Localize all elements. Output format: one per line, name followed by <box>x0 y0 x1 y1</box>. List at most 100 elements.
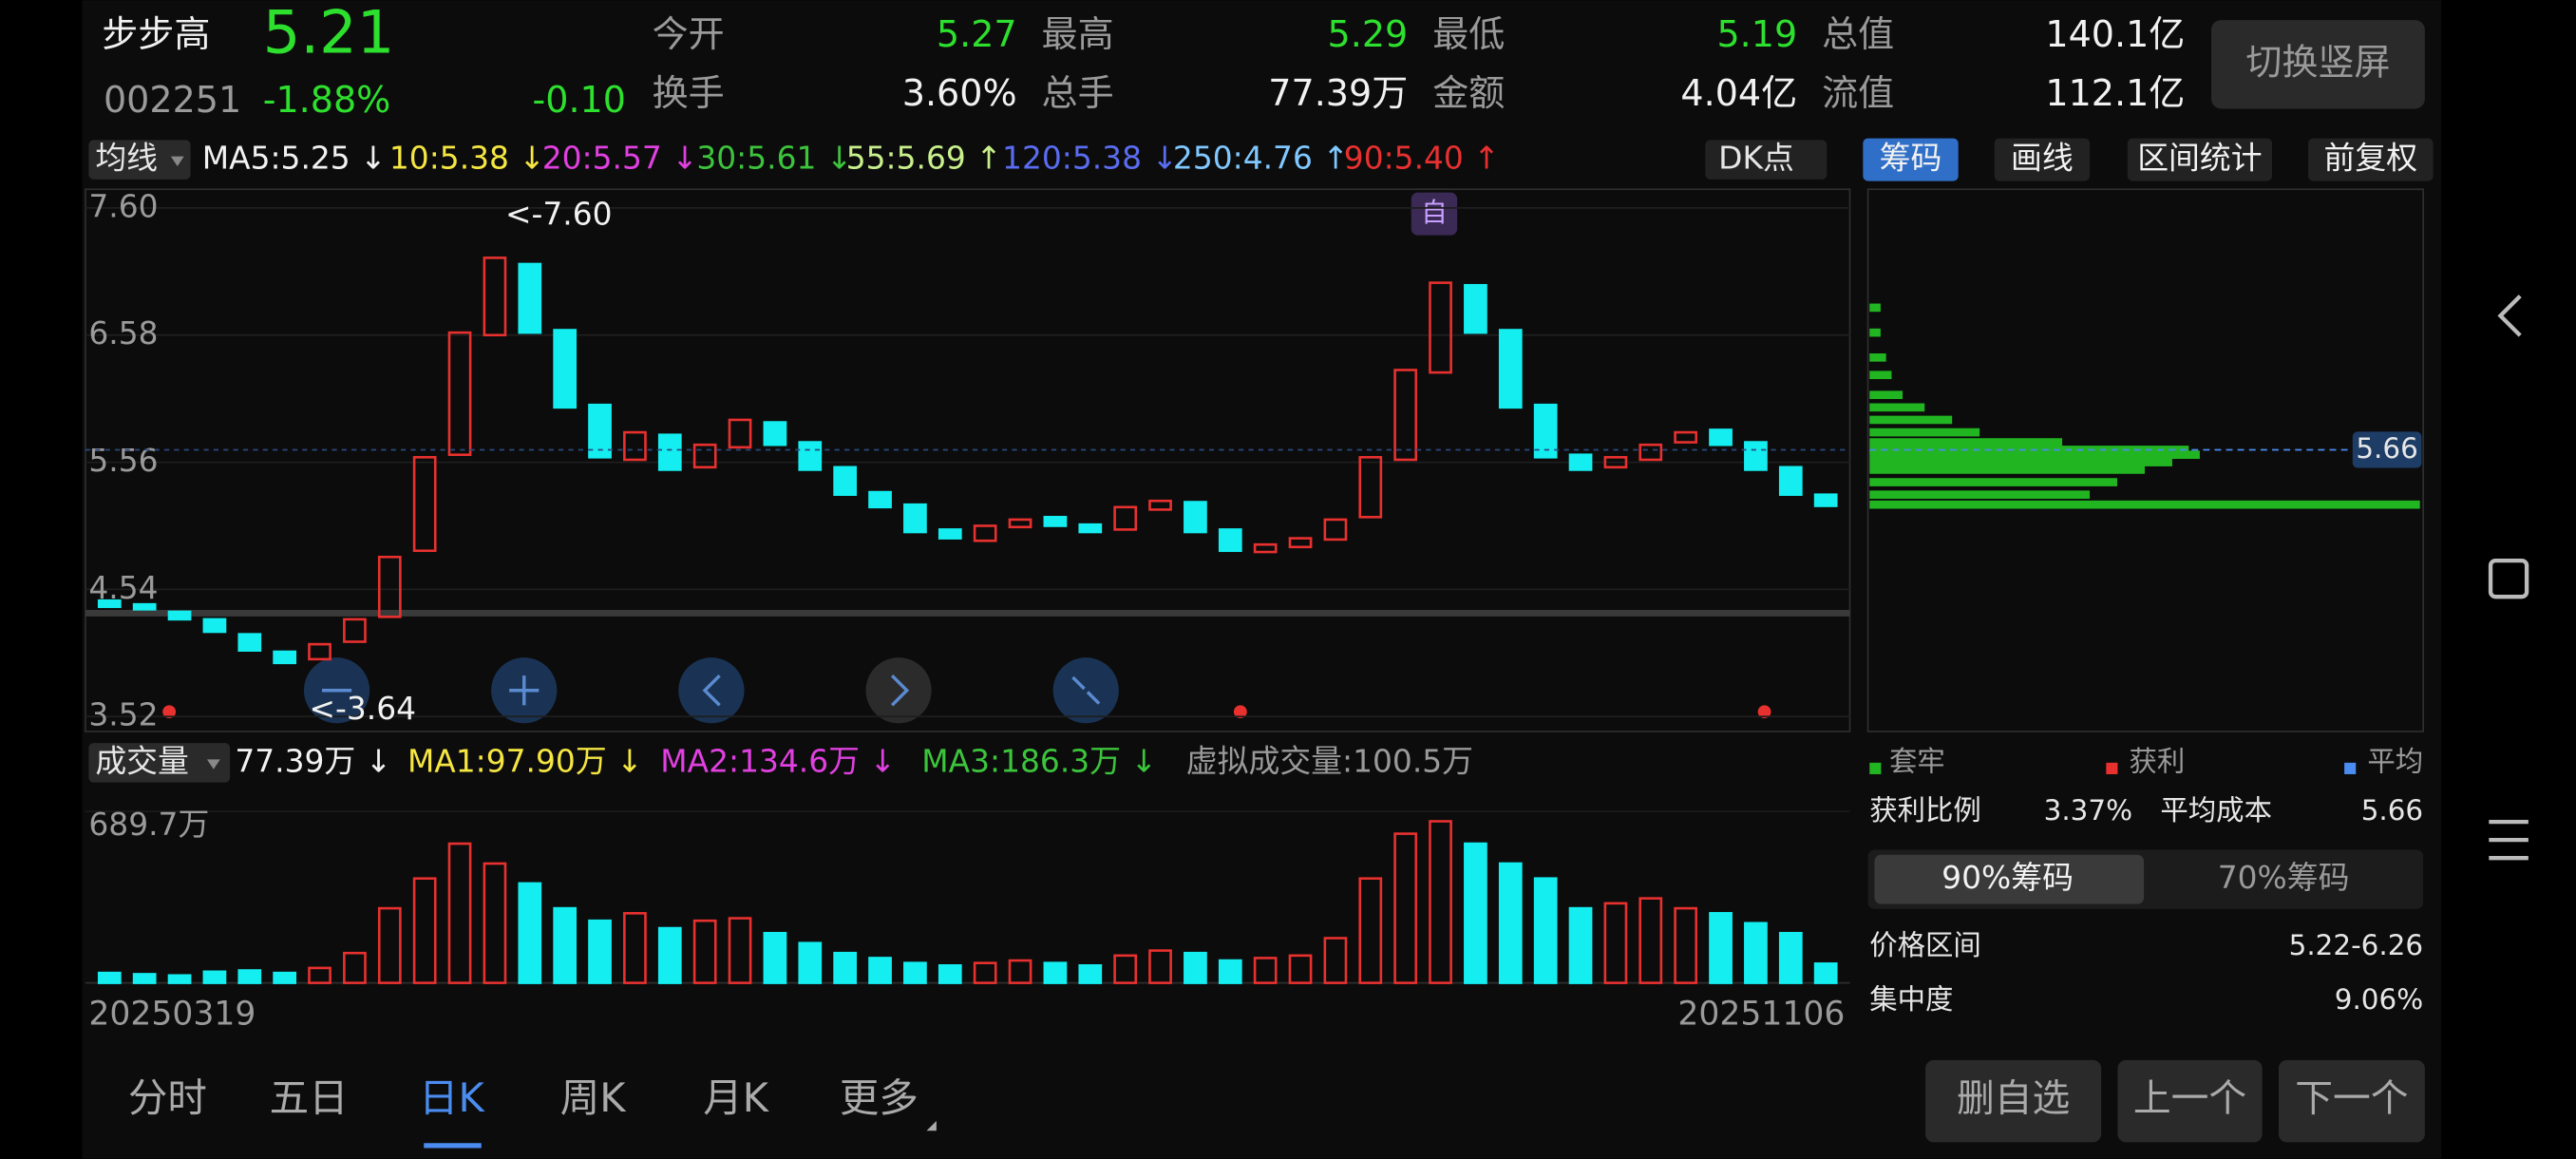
mark-badge <box>1411 192 1458 236</box>
orientation-label[interactable]: 切换竖屏 <box>2245 41 2390 83</box>
tool-label[interactable]: 前复权 <box>2324 140 2418 177</box>
legend-swatch <box>2344 762 2357 774</box>
tool-button[interactable] <box>2127 138 2273 181</box>
volume-bar <box>553 906 578 984</box>
ma-legend: MA5:5.25 ↓ <box>202 140 387 177</box>
price: 5.21 <box>263 0 395 66</box>
stat-value: 3.60% <box>902 72 1017 114</box>
action-button[interactable] <box>2278 1059 2425 1143</box>
volume-bar <box>833 951 858 984</box>
main-chart-frame <box>85 188 1851 732</box>
volume-toggle-label[interactable]: 成交量 <box>95 742 189 779</box>
action-label[interactable]: 下一个 <box>2295 1077 2408 1121</box>
volume-bar <box>1638 897 1663 984</box>
candle <box>1043 516 1068 527</box>
chip-bar <box>1869 446 2189 454</box>
chip-bar <box>1869 438 2063 446</box>
control-icons <box>322 674 1101 707</box>
candle <box>447 331 472 456</box>
volume-bar <box>412 877 437 984</box>
chip-bar <box>1869 490 2091 500</box>
more-icon <box>926 1120 937 1131</box>
volume-bar <box>1709 912 1733 984</box>
volume-bar <box>132 973 157 984</box>
stat-value: 5.29 <box>1328 13 1409 55</box>
chip-bar <box>1869 303 1881 313</box>
nav-back[interactable] <box>2497 294 2522 337</box>
ma-toggle[interactable] <box>88 140 191 180</box>
tool-label[interactable]: 筹码 <box>1880 140 1942 177</box>
volume-toggle[interactable] <box>88 743 231 783</box>
marker-badge <box>2352 431 2422 468</box>
candle <box>167 610 192 621</box>
change: -0.10 <box>533 79 626 121</box>
code: 002251 <box>104 79 241 121</box>
move-left[interactable] <box>678 657 745 724</box>
volume-bar <box>1184 951 1207 984</box>
action-label[interactable]: 上一个 <box>2133 1077 2246 1121</box>
candle <box>938 528 962 540</box>
chip-row-value: 5.66 <box>2361 794 2423 826</box>
chip-tab-active[interactable] <box>1874 854 2145 904</box>
candle <box>763 421 787 446</box>
volume-bar <box>1113 954 1138 984</box>
tool-button[interactable] <box>2308 138 2434 181</box>
volume-bar <box>202 970 227 984</box>
action-label[interactable]: 删自选 <box>1957 1077 2070 1121</box>
legend-swatch <box>1869 762 1882 774</box>
tool-label[interactable]: 区间统计 <box>2137 140 2262 177</box>
period-tab[interactable]: 五日 <box>270 1074 349 1121</box>
stat-label: 换手 <box>653 72 725 114</box>
y-tick-label: 689.7万 <box>88 806 209 843</box>
signal-dot <box>162 705 177 719</box>
legend-swatch <box>2106 762 2118 774</box>
chip-tab[interactable]: 90%筹码 <box>1941 859 2074 896</box>
chip-legend: 套牢 <box>1889 745 1945 777</box>
volume-bar <box>1218 959 1242 984</box>
volume-bar <box>973 961 997 984</box>
orientation-button[interactable] <box>2211 20 2425 109</box>
volume-bar <box>938 963 962 984</box>
chip-legend: 获利 <box>2130 745 2186 777</box>
chip-row-label: 获利比例 <box>1869 794 1981 826</box>
shrink[interactable] <box>1052 657 1119 724</box>
dk-button[interactable] <box>1705 140 1828 180</box>
change-pct: -1.88% <box>263 79 391 121</box>
chip-tab[interactable]: 70%筹码 <box>2218 859 2350 896</box>
chip-frame <box>1866 188 2425 732</box>
stat-value: 112.1亿 <box>2045 72 2185 114</box>
volume-bar <box>1603 902 1628 984</box>
period-tab[interactable]: 月K <box>703 1074 770 1121</box>
nav-bar <box>2488 294 2529 861</box>
chart-controls[interactable] <box>303 657 1119 724</box>
period-tab[interactable]: 更多 <box>840 1074 919 1121</box>
move-right[interactable] <box>865 657 932 724</box>
period-tab[interactable]: 分时 <box>128 1074 207 1121</box>
candle <box>1498 329 1523 409</box>
tool-button[interactable] <box>1994 138 2091 181</box>
ma-toggle-label[interactable]: 均线 <box>95 140 158 177</box>
stat-value: 5.27 <box>937 13 1017 55</box>
volume-bar <box>1674 906 1698 984</box>
chip-bar <box>1869 328 1881 337</box>
candle <box>1674 430 1698 444</box>
period-tab[interactable]: 周K <box>560 1074 628 1121</box>
volume-bar <box>1568 906 1593 984</box>
volume-bar <box>657 926 682 984</box>
action-button[interactable] <box>1925 1059 2102 1143</box>
tool-button[interactable] <box>1863 138 1959 181</box>
period-tab[interactable]: 日K <box>419 1074 486 1121</box>
signal-dot <box>1757 705 1771 719</box>
tool-label[interactable]: 画线 <box>2011 140 2074 177</box>
chip-bar <box>1869 415 1953 425</box>
volume-bar <box>518 882 542 984</box>
nav-home[interactable] <box>2488 558 2529 599</box>
volume-bar <box>1744 922 1768 984</box>
volume-bar <box>167 974 192 984</box>
action-button[interactable] <box>2117 1059 2263 1143</box>
candle <box>237 633 262 652</box>
nav-menu[interactable] <box>2489 819 2529 861</box>
dk-label[interactable]: DK点 <box>1718 140 1794 177</box>
candle <box>1148 499 1172 511</box>
